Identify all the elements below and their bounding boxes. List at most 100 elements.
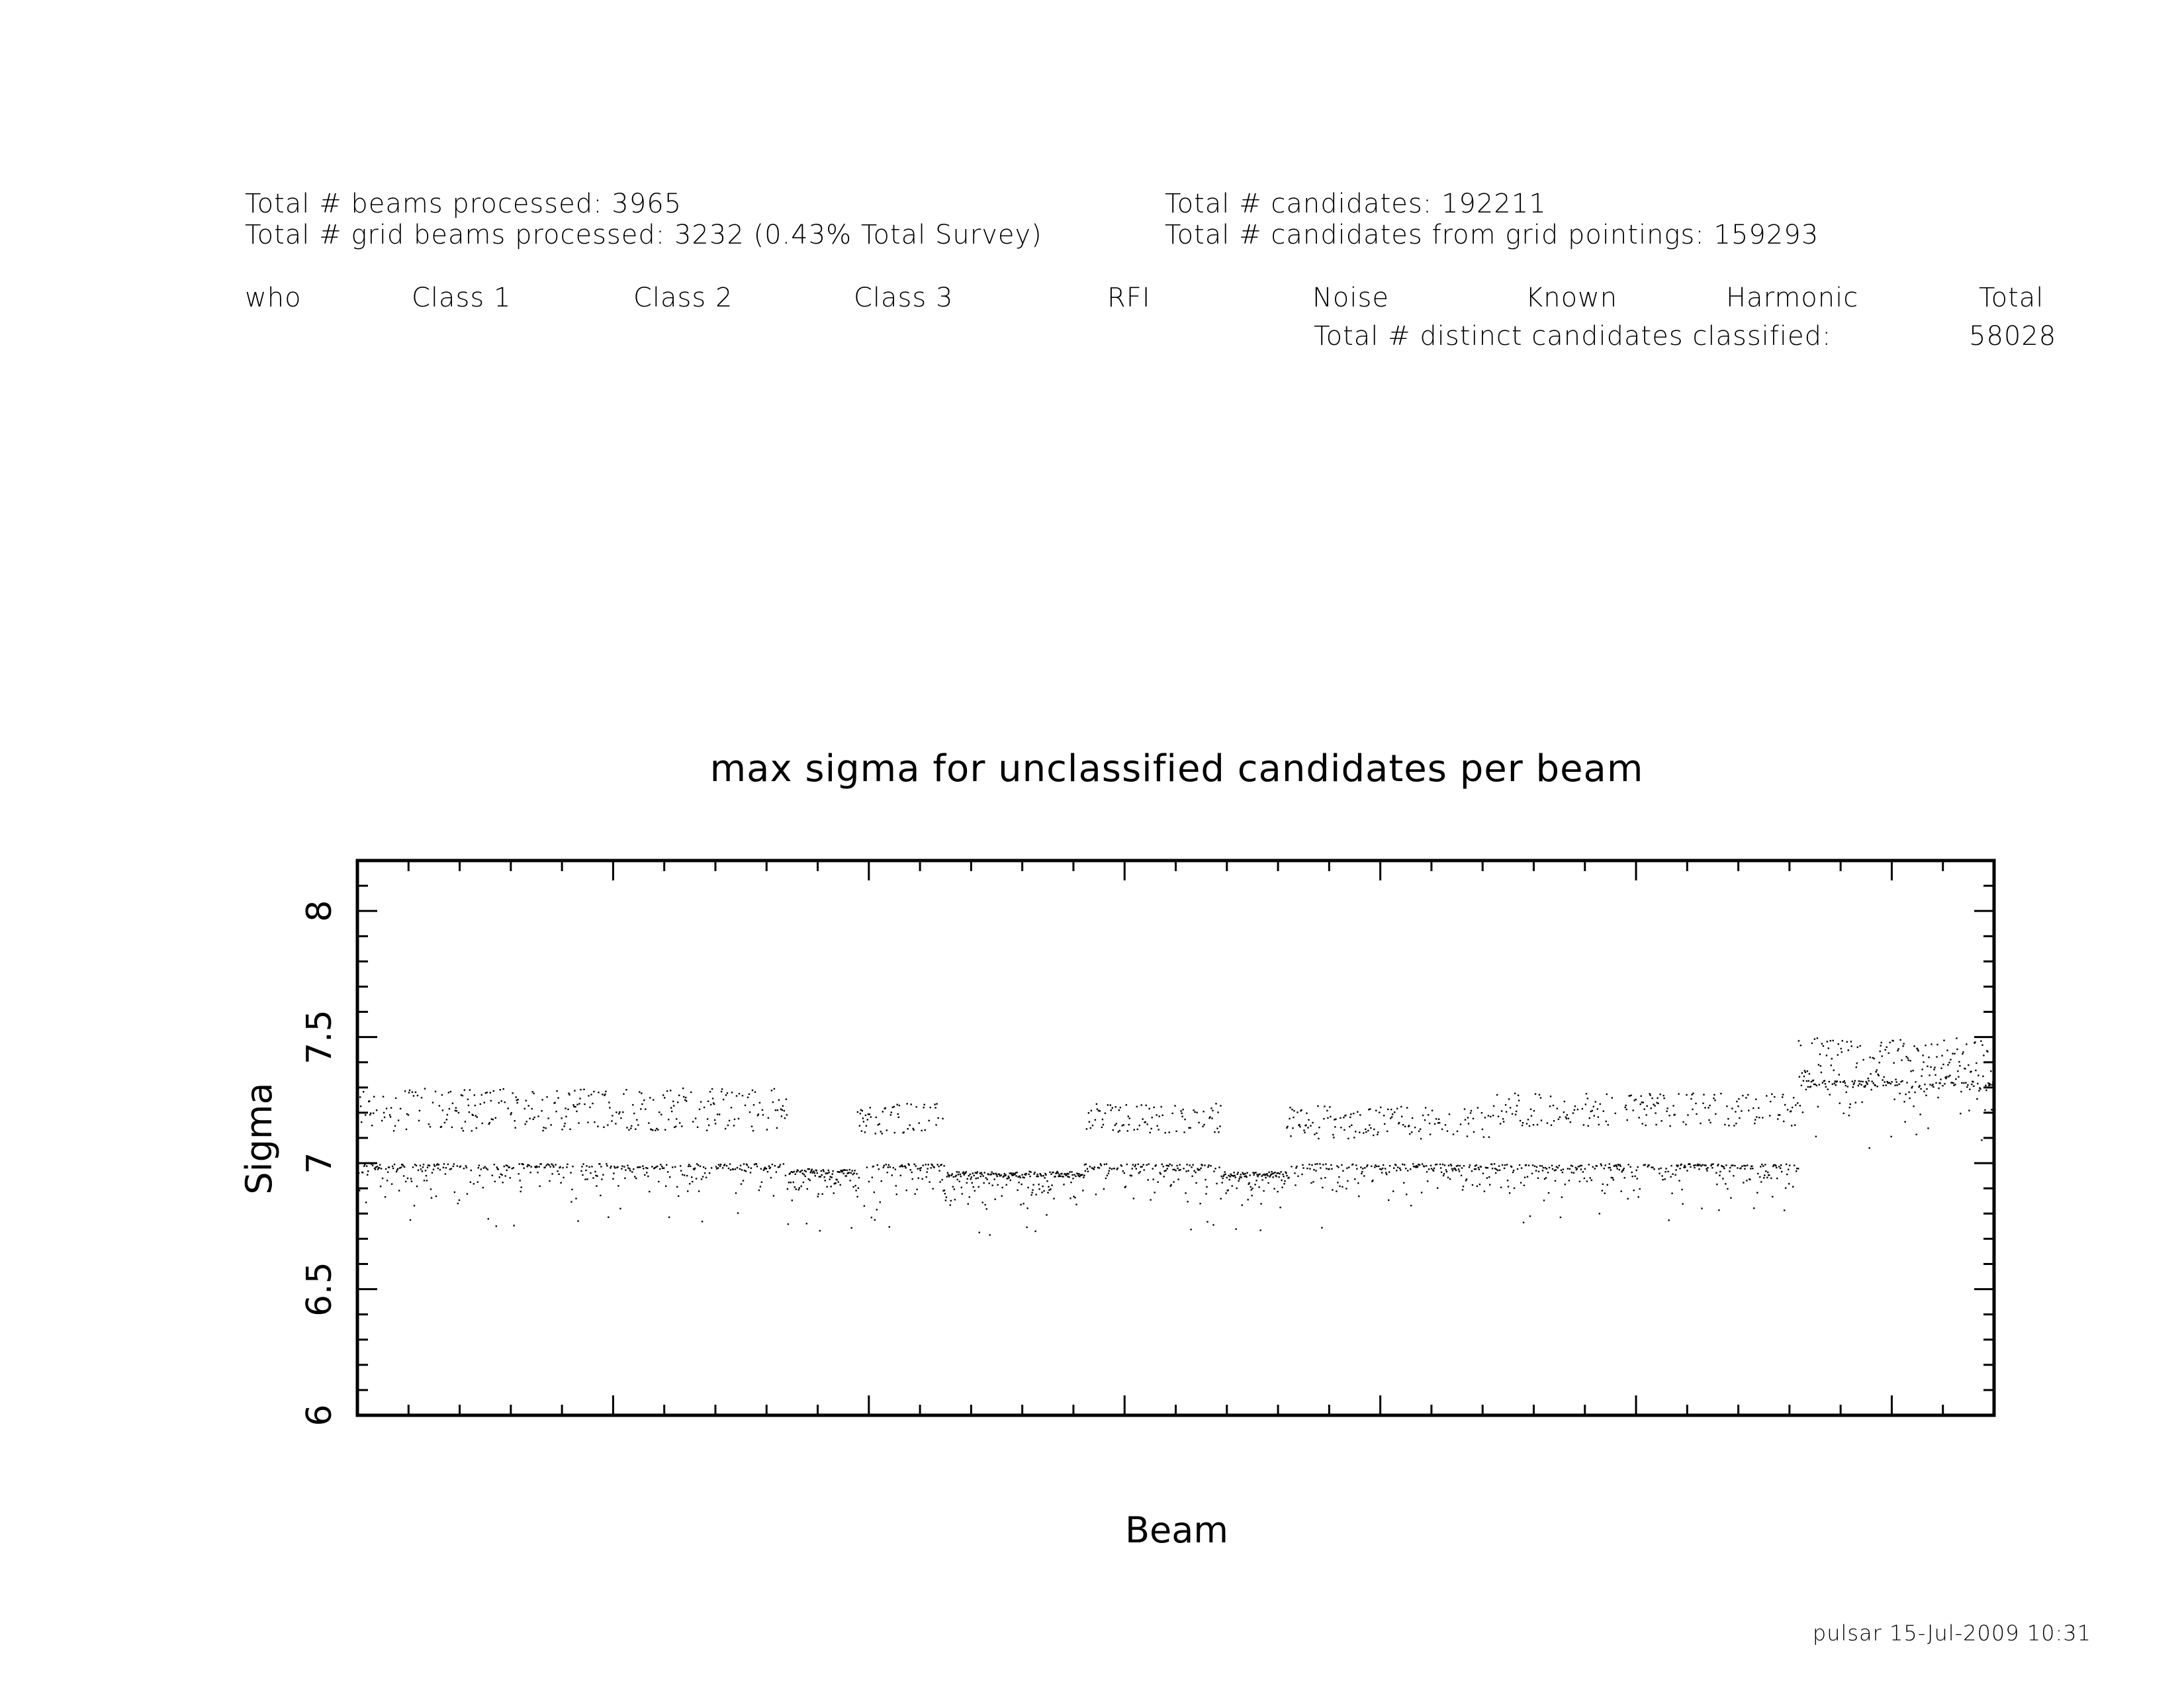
- data-point: [1408, 1125, 1410, 1127]
- data-point: [1716, 1184, 1718, 1186]
- data-point: [1985, 1084, 1987, 1086]
- data-point: [933, 1166, 935, 1168]
- data-point: [731, 1092, 733, 1094]
- data-point: [430, 1188, 432, 1190]
- data-point: [606, 1163, 608, 1165]
- data-point: [1660, 1167, 1662, 1169]
- data-point: [1666, 1107, 1668, 1109]
- data-point: [815, 1170, 817, 1172]
- data-point: [612, 1115, 614, 1117]
- data-point: [1692, 1108, 1694, 1111]
- data-point: [1161, 1114, 1163, 1116]
- data-point: [842, 1169, 844, 1172]
- data-point: [1698, 1168, 1700, 1170]
- data-point: [868, 1113, 870, 1115]
- data-point: [840, 1170, 842, 1172]
- data-point: [1717, 1163, 1719, 1166]
- data-point: [1729, 1166, 1731, 1169]
- data-point: [1596, 1165, 1598, 1167]
- data-point: [737, 1117, 740, 1120]
- data-point: [1047, 1192, 1049, 1194]
- data-point: [1962, 1051, 1964, 1053]
- data-point: [1253, 1174, 1255, 1176]
- data-point: [1831, 1083, 1833, 1085]
- data-point: [1461, 1189, 1464, 1191]
- data-point: [547, 1117, 549, 1119]
- data-point: [1270, 1173, 1272, 1176]
- data-point: [800, 1185, 802, 1188]
- data-point: [1153, 1106, 1155, 1109]
- data-point: [1826, 1041, 1829, 1043]
- data-point: [669, 1176, 671, 1178]
- data-point: [1122, 1124, 1124, 1126]
- data-point: [1532, 1124, 1535, 1126]
- data-point: [675, 1125, 677, 1127]
- data-point: [811, 1168, 813, 1170]
- data-point: [576, 1110, 578, 1113]
- data-point: [1337, 1182, 1339, 1184]
- data-point: [821, 1193, 823, 1195]
- data-point: [1354, 1178, 1356, 1180]
- data-point: [1644, 1164, 1646, 1166]
- data-point: [1913, 1045, 1915, 1047]
- data-point: [1304, 1131, 1306, 1133]
- data-point: [1341, 1164, 1343, 1166]
- data-point: [713, 1119, 716, 1121]
- data-point: [1936, 1043, 1938, 1046]
- data-point: [1391, 1116, 1393, 1118]
- data-point: [580, 1170, 582, 1172]
- data-point: [1147, 1179, 1149, 1181]
- data-point: [1467, 1123, 1470, 1125]
- data-point: [1010, 1172, 1012, 1174]
- data-point: [1827, 1088, 1829, 1090]
- data-point: [1331, 1168, 1333, 1170]
- data-point: [1190, 1229, 1192, 1231]
- data-point: [1355, 1164, 1357, 1166]
- data-point: [729, 1169, 732, 1171]
- data-point: [397, 1119, 400, 1121]
- data-point: [1664, 1178, 1666, 1180]
- data-point: [1590, 1179, 1592, 1182]
- data-point: [1917, 1049, 1919, 1051]
- data-point: [1535, 1166, 1538, 1168]
- data-point: [656, 1127, 658, 1130]
- data-point: [492, 1119, 494, 1121]
- data-point: [886, 1172, 888, 1174]
- data-point: [1297, 1175, 1299, 1177]
- data-point: [1115, 1123, 1117, 1125]
- data-point: [1847, 1049, 1849, 1051]
- data-point: [1135, 1168, 1137, 1170]
- data-point: [1843, 1112, 1844, 1115]
- data-point: [1977, 1082, 1979, 1085]
- data-point: [1806, 1070, 1809, 1072]
- data-point: [1027, 1186, 1029, 1189]
- data-point: [945, 1196, 948, 1198]
- data-point: [780, 1108, 782, 1110]
- data-point: [1026, 1226, 1028, 1229]
- data-point: [516, 1099, 518, 1102]
- data-point: [1459, 1123, 1462, 1125]
- data-point: [929, 1181, 931, 1183]
- data-point: [1554, 1180, 1557, 1182]
- data-point: [412, 1095, 415, 1097]
- data-point: [1968, 1064, 1970, 1066]
- data-point: [746, 1164, 749, 1166]
- data-point: [1686, 1094, 1688, 1096]
- data-point: [1682, 1121, 1684, 1123]
- data-point: [1062, 1176, 1064, 1178]
- data-point: [543, 1127, 545, 1129]
- data-point: [588, 1166, 590, 1168]
- data-point: [412, 1166, 414, 1168]
- data-point: [1163, 1170, 1165, 1172]
- data-point: [1478, 1168, 1480, 1170]
- data-point: [1877, 1073, 1879, 1076]
- data-point: [1824, 1083, 1827, 1085]
- data-point: [1700, 1122, 1702, 1125]
- data-point: [770, 1176, 772, 1179]
- data-point: [1783, 1120, 1785, 1123]
- data-point: [594, 1170, 596, 1173]
- data-point: [517, 1098, 519, 1101]
- data-point: [940, 1164, 942, 1166]
- data-point: [1906, 1082, 1908, 1084]
- data-point: [1594, 1101, 1596, 1103]
